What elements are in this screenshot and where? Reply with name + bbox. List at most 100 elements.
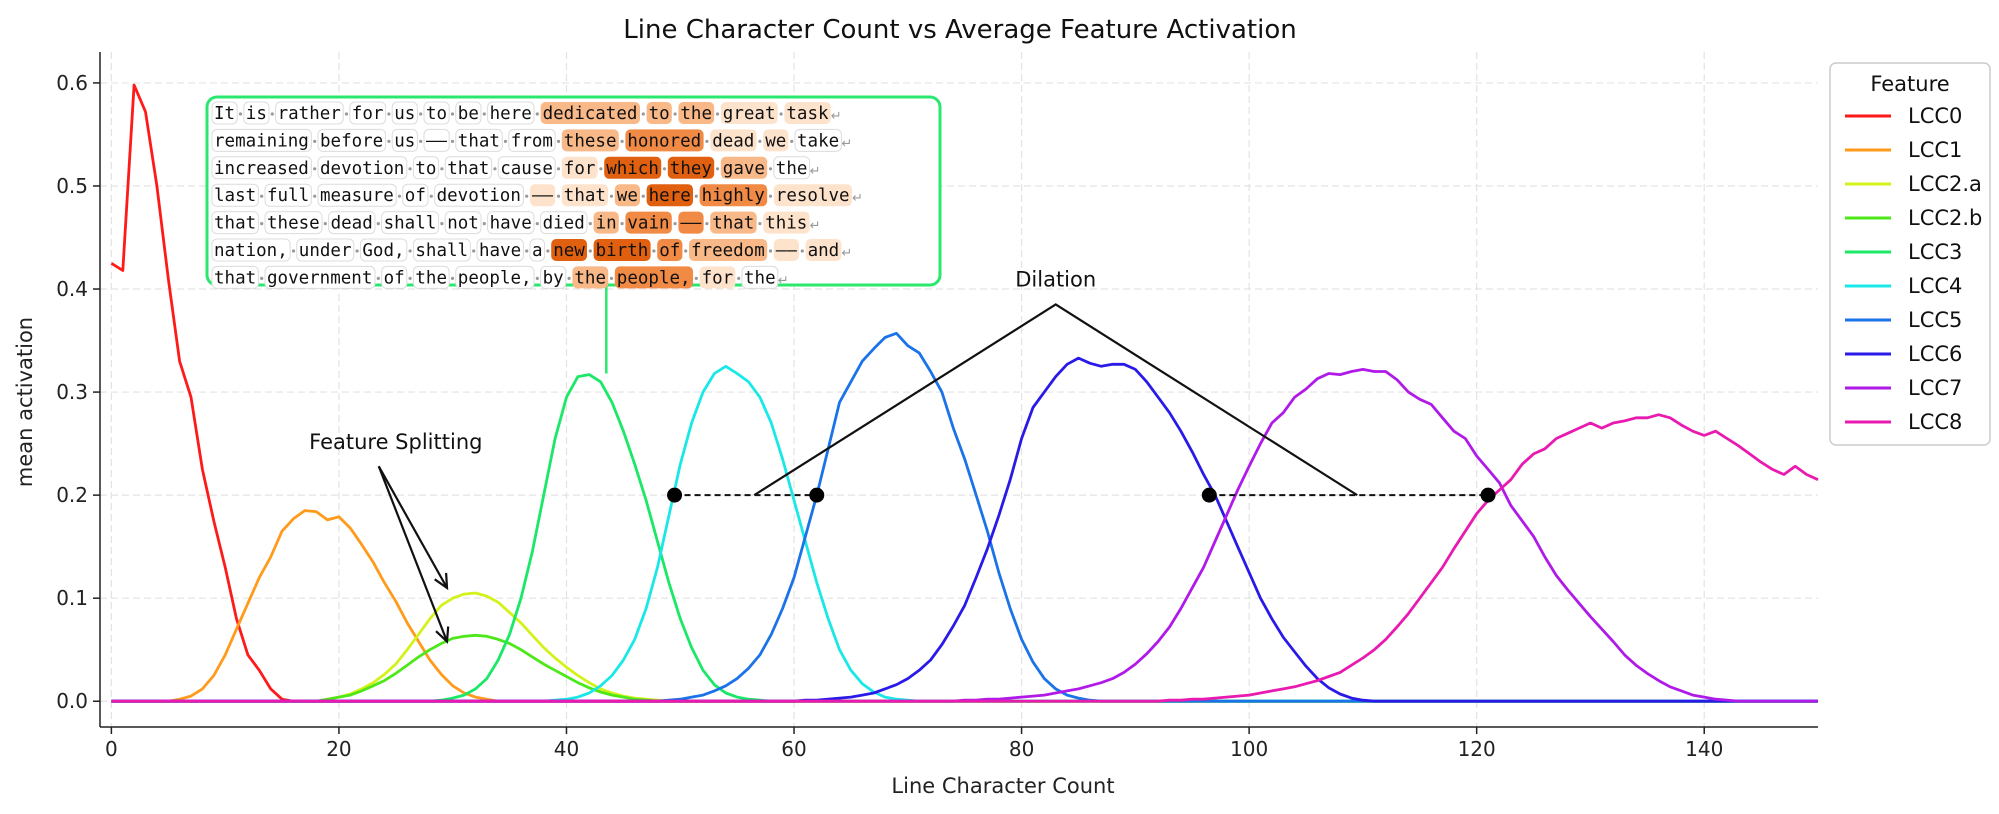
space-marker: [779, 112, 783, 116]
token-text: is: [246, 104, 267, 124]
space-marker: [620, 222, 624, 226]
series-line-lcc4: [111, 364, 1818, 703]
series-line-lcc7: [111, 367, 1818, 703]
token-highlight: [720, 156, 768, 179]
token-text: that: [214, 214, 256, 234]
token-highlight: [359, 238, 408, 262]
token-text: shall: [384, 214, 437, 234]
space-marker: [588, 222, 592, 226]
token-highlight: [678, 102, 715, 124]
space-marker: [238, 112, 243, 116]
space-marker: [546, 249, 550, 253]
token-text: and: [808, 241, 840, 261]
space-marker: [313, 167, 317, 171]
space-marker: [450, 112, 455, 116]
token-highlight: [391, 128, 418, 152]
token-highlight: [614, 266, 693, 289]
token-highlight: [381, 211, 440, 235]
space-marker: [503, 139, 508, 143]
token-highlight: [540, 211, 588, 235]
dilation-point: [1201, 487, 1217, 503]
x-tick-label: 20: [326, 737, 351, 761]
token-text: God,: [362, 241, 404, 261]
token-highlight: [455, 101, 482, 125]
space-marker: [525, 194, 529, 198]
token-text: dead: [712, 131, 754, 151]
token-highlight: [741, 265, 779, 289]
space-marker: [673, 222, 677, 226]
newline-marker: ↵: [841, 246, 852, 261]
space-marker: [535, 112, 539, 116]
token-text: remaining: [214, 131, 309, 151]
token-text: by: [543, 268, 564, 288]
space-marker: [397, 194, 402, 198]
space-marker: [684, 249, 688, 253]
space-marker: [472, 249, 476, 253]
token-highlight: [211, 211, 259, 235]
token-text: here: [649, 186, 691, 206]
space-marker: [599, 167, 603, 171]
token-highlight: [625, 211, 672, 234]
token-text: not: [447, 214, 479, 234]
token-text: died: [543, 214, 585, 234]
space-marker: [609, 276, 614, 280]
dilation-point: [809, 487, 825, 503]
token-text: for: [564, 159, 596, 179]
y-tick-label: 0.5: [56, 174, 88, 198]
legend-label-lcc2-a: LCC2.a: [1908, 172, 1982, 196]
space-marker: [260, 194, 264, 198]
space-marker: [440, 222, 444, 226]
space-marker: [387, 112, 391, 116]
token-text: of: [405, 186, 426, 206]
space-marker: [355, 249, 359, 253]
token-text: measure: [320, 186, 394, 206]
token-highlight: [667, 156, 715, 179]
token-highlight: [497, 156, 556, 180]
token-highlight: [243, 101, 270, 125]
token-highlight: [593, 239, 651, 261]
token-text: have: [479, 241, 521, 261]
space-marker: [652, 249, 656, 253]
space-marker: [694, 194, 698, 198]
token-highlight: [720, 102, 778, 124]
token-highlight: [540, 265, 567, 289]
token-highlight: [646, 102, 672, 124]
token-highlight: [763, 129, 789, 152]
token-text: that: [458, 131, 500, 151]
space-marker: [800, 249, 804, 253]
series-lines: [110, 83, 1819, 703]
token-text: ——: [680, 214, 702, 234]
token-highlight: [444, 156, 493, 180]
token-highlight: [317, 156, 408, 180]
axes: 0 20 40 60 80 100 120 140 0.0 0.1 0.2 0.3 0.4 0.5 0.6: [56, 52, 1818, 761]
x-tick-label: 120: [1458, 737, 1496, 761]
token-highlight: [264, 183, 312, 207]
space-marker: [620, 139, 624, 143]
space-marker: [260, 276, 264, 280]
token-text: people,: [617, 268, 691, 288]
y-tick-label: 0.4: [56, 277, 88, 301]
token-text: government: [267, 268, 372, 288]
space-marker: [387, 139, 391, 143]
space-marker: [641, 112, 645, 116]
token-highlight: [444, 211, 482, 235]
token-text: that: [712, 214, 754, 234]
token-text: It: [214, 104, 235, 124]
token-highlight: [551, 239, 587, 261]
token-highlight: [317, 183, 397, 207]
space-marker: [790, 139, 794, 143]
token-text: these: [564, 131, 617, 151]
token-text: this: [765, 214, 807, 234]
y-tick-label: 0.2: [56, 483, 88, 507]
chart-title: Line Character Count vs Average Feature …: [623, 15, 1296, 45]
token-text: we: [617, 186, 638, 206]
space-marker: [376, 222, 380, 226]
token-text: to: [649, 104, 670, 124]
space-marker: [556, 139, 561, 143]
newline-marker: ↵: [831, 109, 842, 124]
space-marker: [493, 167, 497, 171]
token-text: people,: [458, 268, 532, 288]
token-highlight: [710, 129, 757, 152]
token-highlight: [412, 265, 450, 289]
